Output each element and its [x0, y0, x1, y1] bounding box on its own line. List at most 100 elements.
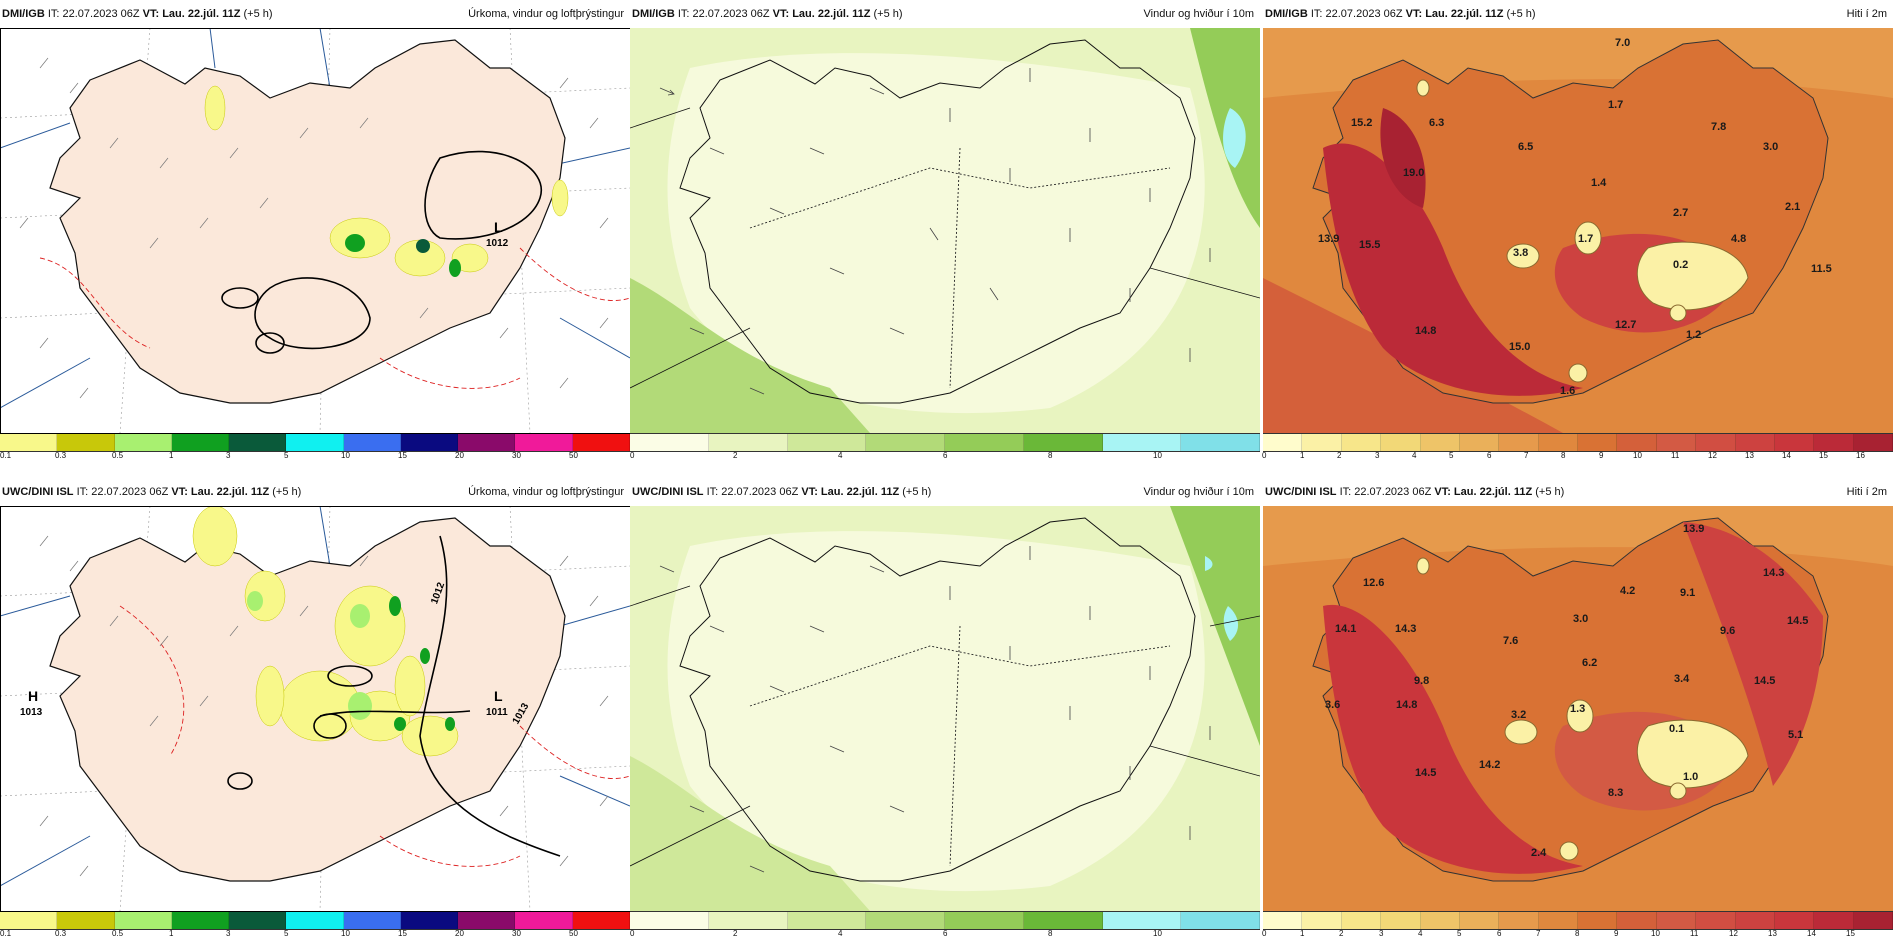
- colorbar-seg: [1459, 912, 1500, 929]
- tick-label: 20: [455, 929, 464, 938]
- tick-label: 7: [1524, 451, 1529, 460]
- tick-label: 6: [1497, 929, 1502, 938]
- tick-label: 0.5: [112, 451, 124, 460]
- colorbar-seg: [630, 434, 709, 451]
- temperature-colorbar: [1263, 433, 1893, 452]
- wind-map-svg: [630, 506, 1260, 911]
- colorbar-seg: [1774, 912, 1815, 929]
- iceland-outline: [679, 39, 1196, 404]
- colorbar-seg: [114, 912, 172, 929]
- tick-label: 9: [1599, 451, 1604, 460]
- temperature-value: 0.2: [1673, 259, 1688, 271]
- colorbar-seg: [114, 434, 172, 451]
- panel-title: Úrkoma, vindur og loftþrýstingur: [468, 8, 624, 20]
- colorbar-seg: [1814, 912, 1854, 929]
- temperature-colorbar-ticks: 0 1 2 3 4 5 6 7 8 9 10 11 12 13 14 15 16: [1262, 451, 1893, 463]
- lead-time: (+5 h): [1535, 486, 1565, 498]
- temperature-value: 14.3: [1763, 567, 1784, 579]
- panel-header: DMI/IGB IT: 22.07.2023 06Z VT: Lau. 22.j…: [1263, 0, 1893, 28]
- iceland-land: [49, 39, 566, 404]
- colorbar-seg: [1617, 912, 1657, 929]
- temperature-value: 15.2: [1351, 117, 1372, 129]
- colorbar-seg: [1302, 434, 1342, 451]
- tick-label: 1: [169, 451, 174, 460]
- temperature-value: 1.3: [1570, 703, 1585, 715]
- precip-map-svg: H 1013 L 1011 1012 1013: [0, 506, 630, 911]
- lead-time: (+5 h): [902, 486, 932, 498]
- precip-map: L 1012: [0, 28, 630, 433]
- lead-time: (+5 h): [243, 8, 273, 20]
- temperature-value: 14.1: [1335, 623, 1356, 635]
- colorbar-seg: [787, 912, 867, 929]
- wind-colorbar: [630, 911, 1260, 930]
- lead-time: (+5 h): [272, 486, 302, 498]
- model-source: DMI/IGB: [1265, 8, 1308, 20]
- tick-label: 10: [1651, 929, 1660, 938]
- temperature-value: 14.3: [1395, 623, 1416, 635]
- init-time: IT: 22.07.2023 06Z: [1310, 8, 1403, 20]
- panel-title: Hiti í 2m: [1846, 8, 1887, 20]
- colorbar-seg: [1341, 912, 1382, 929]
- colorbar-seg: [1853, 434, 1893, 451]
- precip-colorbar: [0, 433, 630, 452]
- tick-label: 15: [398, 451, 407, 460]
- temperature-value: 14.5: [1787, 615, 1808, 627]
- colorbar-seg: [458, 434, 516, 451]
- colorbar-seg: [866, 912, 945, 929]
- colorbar-seg: [1696, 434, 1736, 451]
- tick-label: 10: [1153, 451, 1162, 460]
- temperature-value: 3.8: [1513, 247, 1528, 259]
- tick-label: 0.3: [55, 929, 67, 938]
- temperature-value: 6.5: [1518, 141, 1533, 153]
- colorbar-seg: [866, 434, 945, 451]
- panel-header: UWC/DINI ISL IT: 22.07.2023 06Z VT: Lau.…: [1263, 478, 1893, 506]
- colorbar-seg: [1102, 912, 1182, 929]
- panel-uwc-wind: UWC/DINI ISL IT: 22.07.2023 06Z VT: Lau.…: [630, 478, 1260, 938]
- temperature-value: 15.5: [1359, 239, 1380, 251]
- colorbar-seg: [400, 434, 459, 451]
- panel-header: UWC/DINI ISL IT: 22.07.2023 06Z VT: Lau.…: [0, 478, 630, 506]
- colorbar-seg: [1735, 912, 1775, 929]
- temperature-value: 3.4: [1674, 673, 1690, 685]
- tick-label: 10: [341, 451, 350, 460]
- colorbar-seg: [1420, 912, 1460, 929]
- tick-label: 6: [943, 929, 948, 938]
- tick-label: 5: [284, 929, 289, 938]
- panel-title: Vindur og hviður í 10m: [1143, 486, 1254, 498]
- temperature-value: 14.2: [1479, 759, 1500, 771]
- colorbar-seg: [1302, 912, 1342, 929]
- colorbar-seg: [572, 912, 630, 929]
- colorbar-seg: [1102, 434, 1182, 451]
- tick-label: 5: [1457, 929, 1462, 938]
- tick-label: 50: [569, 929, 578, 938]
- colorbar-seg: [1263, 912, 1303, 929]
- colorbar-seg: [630, 912, 709, 929]
- tick-label: 4: [1418, 929, 1423, 938]
- wind-colorbar-ticks: 0 2 4 6 8 10: [630, 929, 1260, 941]
- temperature-value: 13.9: [1683, 523, 1704, 535]
- model-source: DMI/IGB: [2, 8, 45, 20]
- temperature-map-svg: 7.0 1.7 7.8 15.2 6.3 6.5 3.0 19.0 1.4 2.…: [1263, 28, 1893, 433]
- model-source: UWC/DINI ISL: [2, 486, 74, 498]
- wind-map: [630, 28, 1260, 433]
- colorbar-seg: [1381, 912, 1421, 929]
- precip-map: H 1013 L 1011 1012 1013: [0, 506, 630, 911]
- temperature-value: 1.7: [1608, 99, 1623, 111]
- colorbar-seg: [708, 912, 788, 929]
- tick-label: 0: [630, 929, 635, 938]
- temperature-value: 9.6: [1720, 625, 1735, 637]
- tick-label: 8: [1048, 451, 1053, 460]
- tick-label: 0: [1262, 929, 1267, 938]
- temperature-value: 1.7: [1578, 233, 1593, 245]
- temperature-value: 2.4: [1531, 847, 1547, 859]
- colorbar-seg: [171, 912, 230, 929]
- tick-label: 8: [1048, 929, 1053, 938]
- init-time: IT: 22.07.2023 06Z: [706, 486, 799, 498]
- panel-dmi-wind: DMI/IGB IT: 22.07.2023 06Z VT: Lau. 22.j…: [630, 0, 1260, 460]
- colorbar-seg: [1181, 912, 1260, 929]
- colorbar-seg: [515, 434, 573, 451]
- colorbar-seg: [57, 434, 115, 451]
- tick-label: 50: [569, 451, 578, 460]
- temperature-value: 4.8: [1731, 233, 1746, 245]
- low-pressure-value: 1012: [486, 238, 509, 249]
